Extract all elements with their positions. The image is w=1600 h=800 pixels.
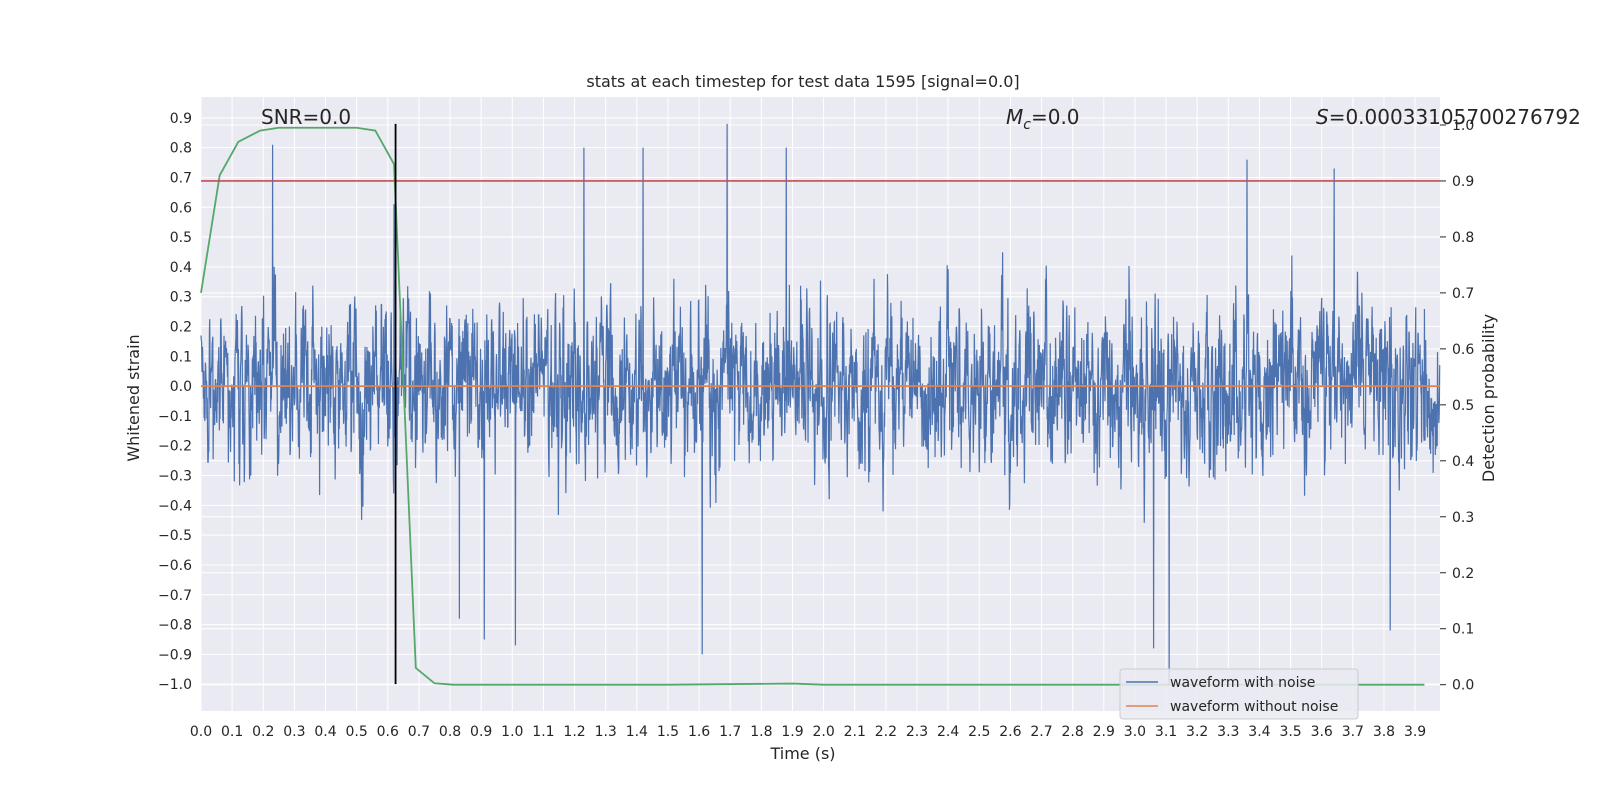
y-tick-label: 0.4 <box>170 260 192 276</box>
legend-label-clean: waveform without noise <box>1170 699 1338 715</box>
y-tick-label: −0.9 <box>158 647 192 663</box>
legend-box <box>1119 668 1359 720</box>
x-tick-label: 0.4 <box>314 724 336 740</box>
y2-tick-label: 0.7 <box>1452 286 1474 302</box>
x-axis-label: Time (s) <box>769 744 835 763</box>
x-tick-label: 0.8 <box>439 724 461 740</box>
y-tick-label: 0.3 <box>170 290 192 306</box>
y-tick-label: 0.2 <box>170 320 192 336</box>
x-tick-label: 3.5 <box>1279 724 1301 740</box>
detection-probability-line <box>200 126 1425 686</box>
y-tick-label: 0.8 <box>170 141 192 157</box>
y2-axis-label: Detection probability <box>1479 314 1498 482</box>
x-tick-label: 3.1 <box>1155 724 1177 740</box>
x-tick-label: 2.4 <box>937 724 959 740</box>
y-tick-label: 0.7 <box>170 170 192 186</box>
legend: waveform with noise waveform without noi… <box>1119 668 1359 720</box>
y-tick-label: 0.9 <box>170 111 192 127</box>
x-tick-label: 1.0 <box>501 724 523 740</box>
x-tick-label: 1.1 <box>532 724 554 740</box>
x-tick-label: 1.3 <box>595 724 617 740</box>
x-tick-label: 2.9 <box>1093 724 1115 740</box>
annotation-mc-subscript: c <box>1023 117 1031 133</box>
y-tick-label: 0.0 <box>170 379 192 395</box>
legend-label-noise: waveform with noise <box>1170 675 1315 691</box>
x-tick-label: 1.8 <box>750 724 772 740</box>
x-tick-label: 2.3 <box>906 724 928 740</box>
x-tick-label: 2.8 <box>1062 724 1084 740</box>
x-tick-label: 3.3 <box>1217 724 1239 740</box>
waveform-with-noise-line <box>200 123 1441 685</box>
x-tick-label: 2.0 <box>812 724 834 740</box>
x-tick-label: 2.2 <box>875 724 897 740</box>
x-tick-label: 0.9 <box>470 724 492 740</box>
x-tick-label: 1.9 <box>781 724 803 740</box>
x-tick-label: 0.3 <box>283 724 305 740</box>
annotation-s: S=0.00033105700276792 <box>1316 105 1581 129</box>
x-tick-label: 1.7 <box>719 724 741 740</box>
x-tick-label: 0.7 <box>408 724 430 740</box>
y2-tick-label: 0.3 <box>1452 510 1474 526</box>
x-tick-label: 1.6 <box>688 724 710 740</box>
y2-tick-label: 0.6 <box>1452 342 1474 358</box>
x-axis-ticks: 0.0 0.1 0.2 0.3 0.4 0.5 0.6 0.7 0.8 0.9 1.0 1.1 1.2 1… <box>190 724 1426 740</box>
y2-tick-label: 0.4 <box>1452 454 1474 470</box>
y-tick-label: −0.6 <box>158 558 192 574</box>
reference-lines <box>201 123 1440 685</box>
x-tick-label: 2.7 <box>1030 724 1052 740</box>
y-tick-label: −0.8 <box>158 618 192 634</box>
y-tick-label: 0.6 <box>170 200 192 216</box>
y2-tick-label: 0.0 <box>1452 678 1474 694</box>
y2-tick-label: 0.1 <box>1452 622 1474 638</box>
y-tick-label: −0.5 <box>158 528 192 544</box>
annotation-s-value: =0.00033105700276792 <box>1329 105 1581 129</box>
annotation-mc: Mc=0.0 <box>1006 105 1080 133</box>
annotation-snr: SNR=0.0 <box>261 105 351 129</box>
y-tick-label: −0.7 <box>158 588 192 604</box>
y-tick-label: −1.0 <box>158 677 192 693</box>
y-tick-label: 0.1 <box>170 349 192 365</box>
y-axis-label: Whitened strain <box>124 334 143 461</box>
y-tick-label: −0.3 <box>158 469 192 485</box>
y-tick-label: −0.2 <box>158 439 192 455</box>
x-tick-label: 3.7 <box>1342 724 1364 740</box>
series-detection-probability <box>200 126 1425 686</box>
y-tick-label: −0.1 <box>158 409 192 425</box>
x-tick-label: 1.4 <box>626 724 648 740</box>
x-tick-label: 3.4 <box>1248 724 1270 740</box>
x-tick-label: 3.0 <box>1124 724 1146 740</box>
x-tick-label: 1.2 <box>563 724 585 740</box>
y2-tick-label: 0.5 <box>1452 398 1474 414</box>
y-tick-label: 0.5 <box>170 230 192 246</box>
x-tick-label: 2.1 <box>844 724 866 740</box>
series-waveform-with-noise <box>200 123 1441 685</box>
y2-axis-ticks: 1.0 0.9 0.8 0.7 0.6 0.5 0.4 0.3 0.2 0.1 0.0 <box>1440 118 1474 694</box>
x-tick-label: 2.6 <box>999 724 1021 740</box>
x-tick-label: 0.0 <box>190 724 212 740</box>
y2-tick-label: 0.9 <box>1452 174 1474 190</box>
x-tick-label: 0.6 <box>377 724 399 740</box>
y2-tick-label: 0.8 <box>1452 230 1474 246</box>
y-axis-ticks: 0.9 0.8 0.7 0.6 0.5 0.4 0.3 0.2 0.1 0.0 −0.1 −0.2 −0… <box>158 111 192 693</box>
x-tick-label: 3.6 <box>1311 724 1333 740</box>
x-tick-label: 3.9 <box>1404 724 1426 740</box>
annotation-mc-symbol: M <box>1006 105 1023 129</box>
x-tick-label: 3.2 <box>1186 724 1208 740</box>
x-tick-label: 0.5 <box>346 724 368 740</box>
y2-tick-label: 1.0 <box>1452 118 1474 134</box>
y-tick-label: −0.4 <box>158 498 192 514</box>
y2-tick-label: 0.2 <box>1452 566 1474 582</box>
x-tick-label: 0.1 <box>221 724 243 740</box>
chart-title: stats at each timestep for test data 159… <box>586 72 1019 91</box>
annotation-s-symbol: S <box>1316 105 1329 129</box>
x-tick-label: 2.5 <box>968 724 990 740</box>
x-tick-label: 3.8 <box>1373 724 1395 740</box>
annotation-mc-value: =0.0 <box>1031 105 1080 129</box>
x-tick-label: 0.2 <box>252 724 274 740</box>
x-tick-label: 1.5 <box>657 724 679 740</box>
